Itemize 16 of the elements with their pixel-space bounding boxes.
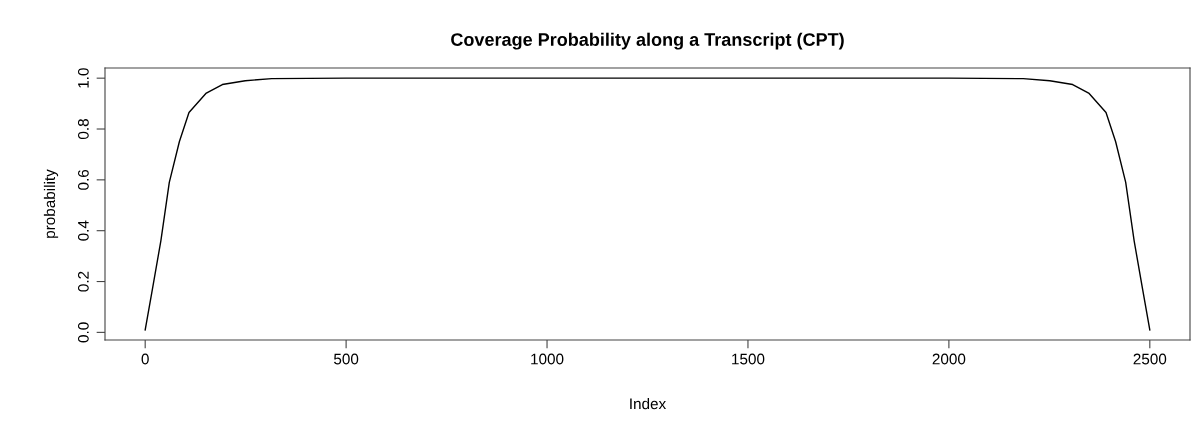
x-tick-label: 1000 bbox=[531, 353, 564, 365]
chart-title: Coverage Probability along a Transcript (CPT) bbox=[451, 32, 844, 50]
y-tick-label: 0.0 bbox=[77, 322, 89, 343]
y-tick-label: 0.2 bbox=[77, 271, 89, 292]
x-tick-label: 0 bbox=[141, 353, 149, 365]
y-axis-title: probability bbox=[43, 169, 59, 238]
x-tick-label: 500 bbox=[333, 353, 359, 365]
x-tick-label: 2000 bbox=[932, 353, 966, 365]
y-tick-label: 1.0 bbox=[77, 68, 89, 88]
x-tick-label: 2500 bbox=[1133, 353, 1167, 365]
y-tick-label: 0.6 bbox=[77, 169, 89, 190]
line-series bbox=[144, 77, 1151, 331]
y-tick-label: 0.8 bbox=[77, 119, 89, 140]
y-tick-label: 0.4 bbox=[77, 220, 89, 241]
x-axis-title: Index bbox=[630, 397, 667, 410]
x-tick-label: 1500 bbox=[732, 353, 765, 365]
